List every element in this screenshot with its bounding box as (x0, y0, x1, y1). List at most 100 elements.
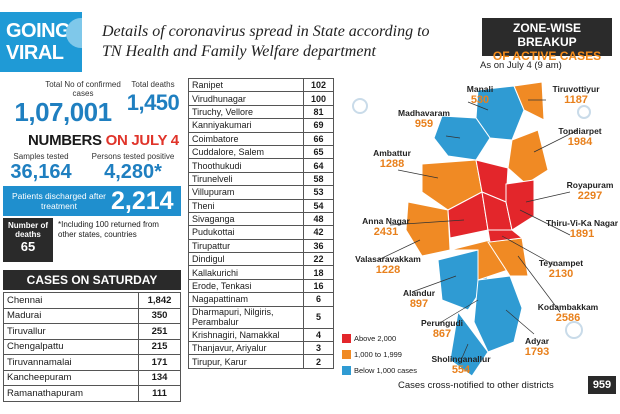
zone-shape (405, 201, 451, 257)
case-count: 66 (303, 131, 334, 146)
table-row: Tirupattur 36 (188, 238, 334, 254)
district-name: Tirunelveli (188, 171, 304, 187)
zone-label: Kodambakkam 2586 (537, 302, 599, 324)
case-count: 58 (303, 171, 334, 187)
table-row: Kanniyakumari 69 (188, 118, 334, 133)
table-row: Krishnagiri, Namakkal 4 (188, 327, 334, 343)
virus-icon (565, 321, 583, 339)
district-name: Kancheepuram (3, 369, 139, 386)
table-row: Cuddalore, Salem 65 (188, 144, 334, 160)
virus-icon (577, 105, 591, 119)
virus-icon (352, 98, 368, 114)
table-row: Chennai 1,842 (3, 292, 181, 309)
district-name: Dharmapuri, Nilgiris, Perambalur (188, 305, 304, 329)
table-row: Theni 54 (188, 198, 334, 213)
district-name: Madurai (3, 307, 139, 324)
zone-label: Alandur 897 (402, 288, 436, 310)
cross-notified-value: 959 (588, 376, 616, 394)
table-row: Dindigul 22 (188, 252, 334, 267)
samples-label: Samples tested (13, 152, 69, 161)
case-count: 22 (303, 252, 334, 267)
table-row: Virudhunagar 100 (188, 91, 334, 106)
discharged-value: 2,214 (111, 187, 174, 215)
case-count: 36 (303, 238, 334, 254)
case-count: 64 (303, 158, 334, 173)
district-name: Tiruvallur (3, 323, 139, 340)
table-row: Tiruchy, Vellore 81 (188, 104, 334, 120)
district-name: Villupuram (188, 185, 304, 200)
table-row: Villupuram 53 (188, 185, 334, 200)
district-name: Pudukottai (188, 225, 304, 240)
case-count: 18 (303, 265, 334, 280)
case-count: 251 (138, 323, 181, 340)
district-name: Dindigul (188, 252, 304, 267)
zone-title-line1: ZONE-WISE BREAKUP (513, 21, 581, 49)
table-row: Erode, Tenkasi 16 (188, 278, 334, 294)
case-count: 48 (303, 211, 334, 227)
numbers-title: NUMBERS ON JULY 4 (28, 132, 179, 149)
zone-label: Thiru-Vi-Ka Nagar 1891 (545, 218, 619, 240)
table-row: Pudukottai 42 (188, 225, 334, 240)
total-deaths-label: Total deaths (131, 80, 175, 89)
samples-tested: Samples tested 36,164 (2, 152, 80, 183)
legend-swatch (342, 350, 351, 359)
table-row: Tirunelveli 58 (188, 171, 334, 187)
case-count: 5 (303, 305, 334, 329)
zone-label: Sholinganallur 554 (431, 354, 491, 376)
total-confirmed-label: Total No of confirmed cases (45, 80, 121, 98)
zone-label: Teynampet 2130 (538, 258, 584, 280)
case-count: 6 (303, 292, 334, 307)
table-row: Sivaganga 48 (188, 211, 334, 227)
district-table: Ranipet 102 Virudhunagar 100 Tiruchy, Vellor… (188, 77, 334, 369)
district-name: Tirupattur (188, 238, 304, 254)
cross-notified-label: Cases cross-notified to other districts (398, 380, 554, 391)
case-count: 134 (138, 369, 181, 386)
table-row: Tiruvallur 251 (3, 323, 181, 340)
footnote: *Including 100 returned from other state… (58, 220, 159, 239)
district-name: Tiruchy, Vellore (188, 104, 304, 120)
district-name: Tirupur, Karur (188, 354, 304, 369)
district-name: Thanjavur, Ariyalur (188, 341, 304, 356)
table-row: Ranipet 102 (188, 77, 334, 93)
case-count: 81 (303, 104, 334, 120)
district-name: Cuddalore, Salem (188, 144, 304, 160)
case-count: 350 (138, 307, 181, 324)
district-name: Thoothukudi (188, 158, 304, 173)
case-count: 102 (303, 77, 334, 93)
table-row: Dharmapuri, Nilgiris, Perambalur 5 (188, 305, 334, 329)
district-name: Kanniyakumari (188, 118, 304, 133)
going-viral-line1: GOING (6, 20, 71, 42)
legend-item: Below 1,000 cases (342, 366, 417, 375)
zone-shape (507, 129, 549, 185)
case-count: 111 (138, 385, 181, 402)
case-count: 42 (303, 225, 334, 240)
deaths-value: 65 (20, 239, 36, 254)
zone-shape (449, 310, 489, 377)
zone-label: Anna Nagar 2431 (362, 216, 410, 238)
virus-icon (66, 18, 82, 48)
case-count: 1,842 (138, 292, 181, 309)
zone-label: Valasaravakkam 1228 (355, 254, 421, 276)
zone-label: Madhavaram 959 (398, 108, 450, 130)
district-name: Krishnagiri, Namakkal (188, 327, 304, 343)
going-viral-line2: VIRAL (6, 42, 64, 64)
zone-shape (505, 179, 535, 231)
numbers-title-date: ON JULY 4 (105, 132, 179, 149)
district-name: Kallakurichi (188, 265, 304, 280)
chennai-zone-map (352, 81, 591, 377)
numbers-title-prefix: NUMBERS (28, 132, 102, 149)
tested-positive: Persons tested positive 4,280* (84, 152, 182, 183)
district-name: Chengalpattu (3, 338, 139, 355)
table-row: Kancheepuram 134 (3, 369, 181, 386)
district-name: Tiruvannamalai (3, 354, 139, 371)
total-deaths: Total deaths 1,450 (124, 80, 182, 117)
case-count: 4 (303, 327, 334, 343)
legend-swatch (342, 366, 351, 375)
zone-label: Ambattur 1288 (373, 148, 411, 170)
case-count: 69 (303, 118, 334, 133)
district-name: Erode, Tenkasi (188, 278, 304, 294)
zone-label: Tondiarpet 1984 (558, 126, 602, 148)
district-name: Theni (188, 198, 304, 213)
page-title: Details of coronavirus spread in State a… (102, 23, 430, 60)
deaths-box: Number of deaths 65 (3, 218, 53, 262)
